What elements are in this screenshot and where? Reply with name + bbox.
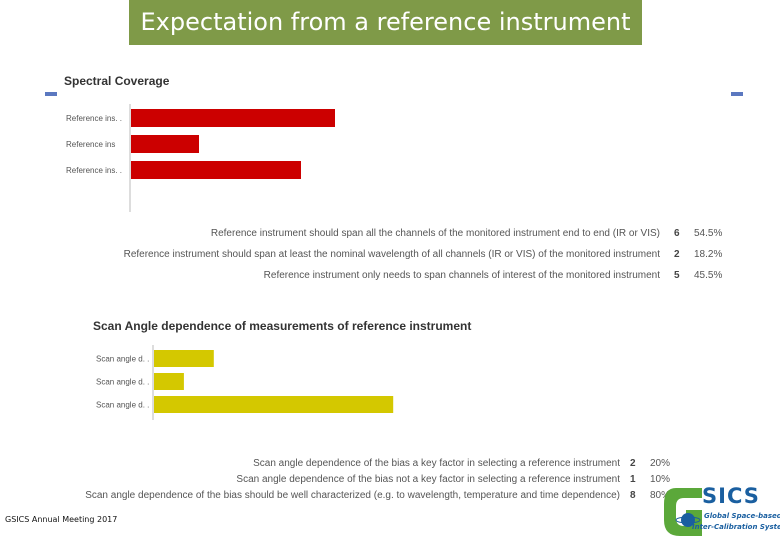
logo-tagline-1: Global Space-based [704, 512, 780, 520]
chart-0-response-text-2: Reference instrument only needs to span … [263, 270, 660, 281]
chart-0-response-percent-2: 45.5% [694, 270, 723, 281]
chart-0-category-label-1: Reference ins [66, 140, 115, 149]
chart-1-bar-2 [154, 396, 394, 413]
chart-1-response-count-1: 1 [630, 474, 636, 485]
chart-0-response-count-0: 6 [674, 228, 680, 239]
chart-1-response-percent-0: 20% [650, 458, 671, 469]
chart-1-category-label-0: Scan angle d. . [96, 355, 149, 364]
footer-text: GSICS Annual Meeting 2017 [5, 515, 118, 524]
chart-1-bar-1 [154, 373, 184, 390]
chart-0-response-count-2: 5 [674, 270, 680, 281]
chart-0-response-percent-0: 54.5% [694, 228, 723, 239]
scan-angle-title: Scan Angle dependence of measurements of… [93, 319, 472, 333]
chart-1-response-percent-2: 80% [650, 490, 671, 501]
spectral-coverage-title: Spectral Coverage [64, 74, 170, 88]
chart-0-bar-1 [131, 135, 199, 153]
slide-title: Expectation from a reference instrument [129, 0, 642, 45]
chart-0-response-percent-1: 18.2% [694, 249, 723, 260]
chart-1-response-text-0: Scan angle dependence of the bias a key … [253, 458, 620, 469]
left-marker [45, 92, 57, 96]
chart-1-response-count-2: 8 [630, 490, 636, 501]
chart-1-response-text-1: Scan angle dependence of the bias not a … [236, 474, 620, 485]
chart-1-response-percent-1: 10% [650, 474, 671, 485]
logo-name: SICS [702, 484, 760, 508]
chart-0-response-text-0: Reference instrument should span all the… [210, 228, 660, 239]
chart-1-bar-0 [154, 350, 214, 367]
gsics-logo: SICS Global Space-based Inter-Calibratio… [662, 484, 780, 540]
chart-0-response-text-1: Reference instrument should span at leas… [123, 249, 660, 260]
right-marker [731, 92, 743, 96]
logo-tagline-2: Inter-Calibration System [692, 523, 780, 531]
chart-1-response-count-0: 2 [630, 458, 636, 469]
chart-0-bar-2 [131, 161, 301, 179]
chart-0-bar-0 [131, 109, 335, 127]
chart-0-category-label-0: Reference ins. . [66, 114, 122, 123]
chart-1-response-text-2: Scan angle dependence of the bias should… [85, 490, 620, 501]
chart-0-response-count-1: 2 [674, 249, 680, 260]
chart-1-category-label-2: Scan angle d. . [96, 401, 149, 410]
chart-0-category-label-2: Reference ins. . [66, 166, 122, 175]
gsics-globe-icon [664, 488, 702, 536]
chart-1-category-label-1: Scan angle d. . [96, 378, 149, 387]
